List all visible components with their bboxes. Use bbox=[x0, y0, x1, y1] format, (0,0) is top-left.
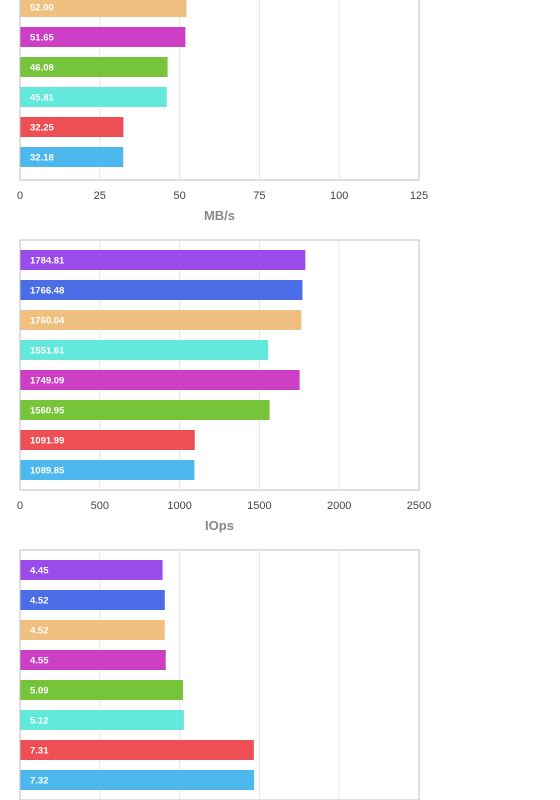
chart-1-tick-label: 2000 bbox=[327, 500, 351, 512]
chart-1-tick-label: 1500 bbox=[247, 500, 271, 512]
chart-0-tick-label: 25 bbox=[94, 190, 106, 202]
chart-2-bar-label: 7.31 bbox=[30, 746, 49, 757]
chart-0-bar bbox=[20, 0, 187, 17]
chart-0-bar bbox=[20, 87, 167, 107]
chart-0-bar bbox=[20, 117, 124, 137]
chart-1-frame bbox=[19, 239, 420, 491]
chart-1-tick-label: 2500 bbox=[407, 500, 431, 512]
chart-0-tick-label: 50 bbox=[173, 190, 185, 202]
chart-2-bar-label: 4.45 bbox=[30, 566, 49, 577]
chart-2-bar-label: 7.32 bbox=[30, 776, 49, 787]
chart-1-bar bbox=[20, 400, 270, 420]
chart-0-tick-label: 0 bbox=[17, 190, 23, 202]
chart-2-bar-label: 4.52 bbox=[30, 596, 49, 607]
chart-0-bar bbox=[20, 27, 186, 47]
chart-1-bar-label: 1749.09 bbox=[30, 376, 64, 387]
chart-1-axis-title: IOps bbox=[205, 518, 234, 533]
chart-1-bar bbox=[20, 280, 303, 300]
chart-1-bar-label: 1760.04 bbox=[30, 316, 65, 327]
chart-0-bar-label: 32.18 bbox=[30, 153, 54, 164]
chart-0-bar-label: 45.81 bbox=[30, 93, 54, 104]
chart-2-bar-label: 4.52 bbox=[30, 626, 49, 637]
chart-0-bar-label: 52.00 bbox=[30, 3, 54, 14]
chart-1-bar-label: 1560.95 bbox=[30, 406, 65, 417]
chart-2-bar bbox=[20, 620, 165, 640]
chart-0-tick-label: 125 bbox=[410, 190, 428, 202]
chart-0-bar-label: 46.08 bbox=[30, 63, 54, 74]
chart-0-bar bbox=[20, 147, 124, 167]
chart-1-bar-label: 1089.85 bbox=[30, 466, 65, 477]
chart-1-tick-label: 1000 bbox=[167, 500, 191, 512]
chart-2-bar bbox=[20, 770, 255, 790]
chart-1-bar bbox=[20, 430, 195, 450]
chart-2-frame bbox=[19, 549, 420, 800]
chart-0-bar-label: 32.25 bbox=[30, 123, 54, 134]
chart-1-bar-label: 1784.81 bbox=[30, 256, 65, 267]
chart-1-tick-label: 0 bbox=[17, 500, 23, 512]
chart-1-bar bbox=[20, 370, 300, 390]
chart-1-bar bbox=[20, 340, 269, 360]
chart-2-bar-label: 4.55 bbox=[30, 656, 49, 667]
chart-1-bar bbox=[20, 250, 306, 270]
chart-2-bar bbox=[20, 560, 163, 580]
chart-2-bar bbox=[20, 650, 166, 670]
chart-2-bar-label: 5.12 bbox=[30, 716, 49, 727]
chart-0-tick-label: 100 bbox=[330, 190, 348, 202]
chart-0-tick-label: 75 bbox=[253, 190, 265, 202]
chart-0-axis-title: MB/s bbox=[204, 208, 235, 223]
chart-2-bar bbox=[20, 680, 183, 700]
chart-1-bar-label: 1766.48 bbox=[30, 286, 64, 297]
chart-2-bar-label: 5.09 bbox=[30, 686, 49, 697]
chart-0-bar bbox=[20, 57, 168, 77]
chart-2-bar bbox=[20, 590, 165, 610]
chart-1-bar bbox=[20, 460, 195, 480]
chart-1-bar-label: 1551.61 bbox=[30, 346, 65, 357]
chart-1-bar-label: 1091.99 bbox=[30, 436, 64, 447]
chart-2-bar bbox=[20, 740, 254, 760]
chart-1-bar bbox=[20, 310, 302, 330]
chart-1-tick-label: 500 bbox=[91, 500, 109, 512]
chart-0-bar-label: 51.65 bbox=[30, 33, 54, 44]
chart-2-bar bbox=[20, 710, 184, 730]
